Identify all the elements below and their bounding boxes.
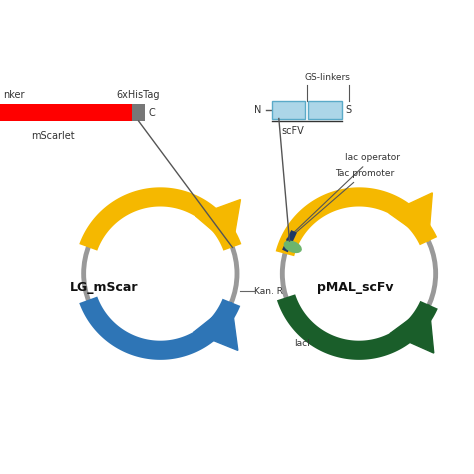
Text: GS-linkers: GS-linkers <box>305 73 351 82</box>
Text: mScarlet: mScarlet <box>31 131 75 141</box>
Bar <box>132 104 145 121</box>
Text: Kan. R: Kan. R <box>255 286 283 295</box>
Bar <box>272 101 305 118</box>
Text: N: N <box>254 105 261 115</box>
Text: scFV: scFV <box>282 126 304 136</box>
Text: LG_mScar: LG_mScar <box>70 281 138 294</box>
FancyArrow shape <box>390 305 434 353</box>
Text: C: C <box>148 108 155 118</box>
Text: VH: VH <box>281 105 296 115</box>
Text: pMAL_scFv: pMAL_scFv <box>317 281 394 294</box>
FancyArrow shape <box>389 193 432 241</box>
Polygon shape <box>276 187 437 256</box>
Ellipse shape <box>283 240 302 253</box>
Text: Tac promoter: Tac promoter <box>288 169 394 239</box>
Text: VL: VL <box>318 105 332 115</box>
FancyArrow shape <box>195 200 240 247</box>
Polygon shape <box>79 297 240 360</box>
Text: 6xHisTag: 6xHisTag <box>117 90 160 100</box>
Text: lacI: lacI <box>294 339 310 348</box>
Polygon shape <box>79 187 241 251</box>
Text: S: S <box>345 105 351 115</box>
Bar <box>309 101 342 118</box>
Polygon shape <box>277 294 438 360</box>
Text: lac operator: lac operator <box>286 153 400 239</box>
FancyArrow shape <box>193 302 238 350</box>
Bar <box>0 104 132 121</box>
Text: nker: nker <box>3 90 25 100</box>
Polygon shape <box>282 230 297 252</box>
